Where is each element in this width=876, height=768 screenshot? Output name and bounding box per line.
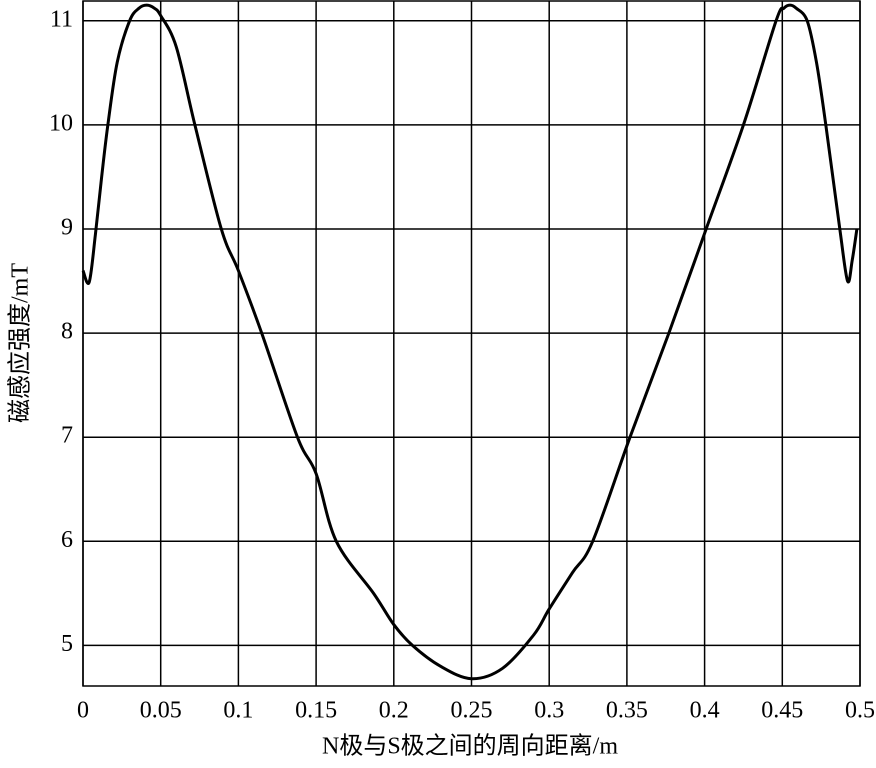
x-tick-label: 0.25 xyxy=(451,698,493,724)
plot-frame xyxy=(82,0,861,687)
y-tick-label: 11 xyxy=(50,6,73,32)
x-tick-label: 0.45 xyxy=(761,698,803,724)
x-tick-label: 0.15 xyxy=(295,698,337,724)
x-tick-label: 0.3 xyxy=(534,698,564,724)
y-tick-label: 6 xyxy=(61,527,73,553)
x-tick-label: 0.5 xyxy=(845,698,875,724)
y-tick-label: 7 xyxy=(61,423,73,449)
y-tick-label: 5 xyxy=(61,631,73,657)
x-tick-label: 0.35 xyxy=(606,698,648,724)
x-tick-label: 0.2 xyxy=(379,698,409,724)
y-tick-label: 10 xyxy=(49,110,73,136)
y-tick-label: 8 xyxy=(61,319,73,345)
x-tick-label: 0.05 xyxy=(140,698,182,724)
y-tick-label: 9 xyxy=(61,214,73,240)
x-tick-label: 0.4 xyxy=(690,698,720,724)
y-axis-label: 磁感应强度/mT xyxy=(7,263,34,423)
data-line xyxy=(81,3,859,681)
x-tick-label: 0.1 xyxy=(223,698,253,724)
x-axis-label: N极与S极之间的周向距离/m xyxy=(322,733,618,760)
x-tick-label: 0 xyxy=(77,698,89,724)
